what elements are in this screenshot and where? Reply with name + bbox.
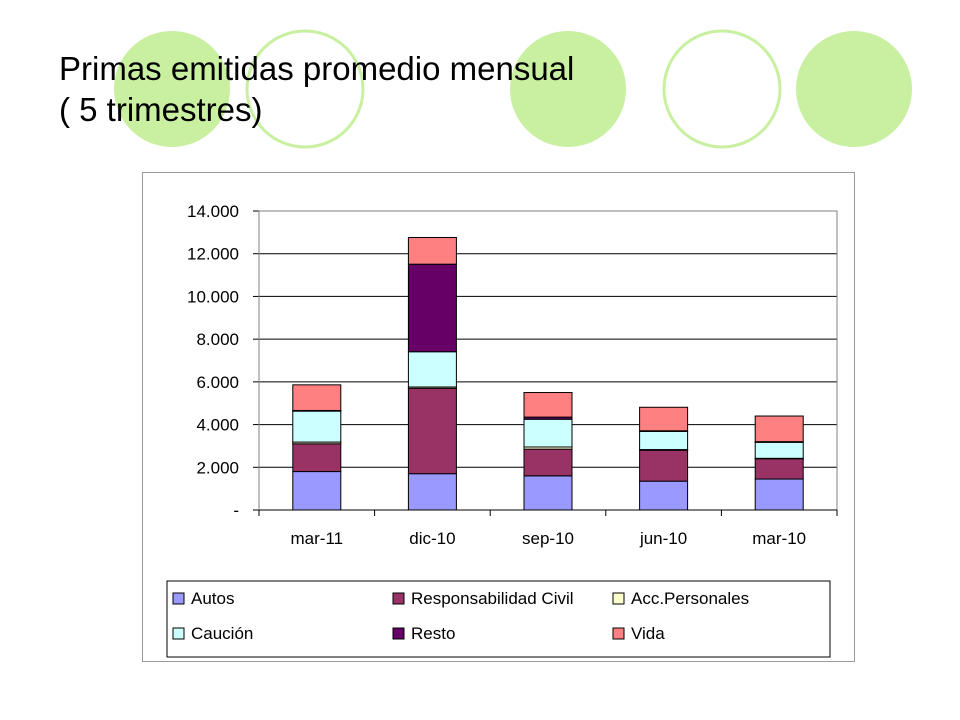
legend-label: Responsabilidad Civil [411,589,574,608]
bar-segment [407,473,457,511]
bar-segment [407,236,457,265]
legend-label: Caución [191,624,253,643]
legend-swatch [392,592,405,605]
x-tick-label: sep-10 [522,529,574,548]
legend-swatch [612,627,625,640]
bar-segment [639,430,689,451]
x-tick-label: mar-11 [291,529,344,548]
slide-title-line-2: ( 5 trimestres) [59,91,263,128]
bar-segment [754,478,804,511]
slide-title: Primas emitidas promedio mensual ( 5 tri… [59,48,574,130]
bar-segment [292,443,342,473]
decor-circle-1 [114,31,230,147]
x-tick-label: jun-10 [639,529,687,548]
y-tick-label: - [233,501,239,520]
legend-label: Autos [191,589,234,608]
decor-circle-2 [510,31,626,147]
bar-segment [292,410,342,443]
bar-segment [523,448,573,477]
bar-segment [523,392,573,418]
y-tick-label: 2.000 [196,458,239,477]
bar-segment [523,418,573,448]
x-tick-label: mar-10 [752,529,806,548]
bar-segment [407,387,457,475]
bar-segment [754,458,804,480]
bar-segment [754,441,804,459]
legend-swatch [392,627,405,640]
legend-label: Acc.Personales [631,589,749,608]
legend-swatch [612,592,625,605]
legend-label: Resto [411,624,455,643]
y-tick-label: 6.000 [196,373,239,392]
chart-area: - 2.000 4.000 6.000 8.000 10.000 12.000 14.000 m… [142,172,855,662]
legend-swatch [172,592,185,605]
bar-segment [639,449,689,482]
y-tick-label: 4.000 [196,416,239,435]
bar-segment [292,384,342,411]
bar-segment [407,351,457,388]
y-tick-label: 12.000 [187,245,239,264]
decor-ring-2 [662,29,782,149]
bar-segment [523,475,573,511]
bar-segment [639,480,689,511]
bar-segment [292,471,342,511]
bar-segment [639,406,689,432]
decorative-circles [114,29,912,149]
y-tick-label: 14.000 [187,202,239,221]
decor-ring-1 [245,29,365,149]
stacked-bar-chart: - 2.000 4.000 6.000 8.000 10.000 12.000 14.000 m… [166,202,838,658]
y-tick-label: 10.000 [187,287,239,306]
slide-title-line-1: Primas emitidas promedio mensual [59,50,575,87]
bar-segment [407,263,457,353]
y-tick-label: 8.000 [196,330,239,349]
decor-circle-3 [796,31,912,147]
bar-segment [754,415,804,443]
legend-swatch [172,627,185,640]
legend-box [166,580,831,658]
legend-label: Vida [631,624,665,643]
x-tick-label: dic-10 [409,529,455,548]
